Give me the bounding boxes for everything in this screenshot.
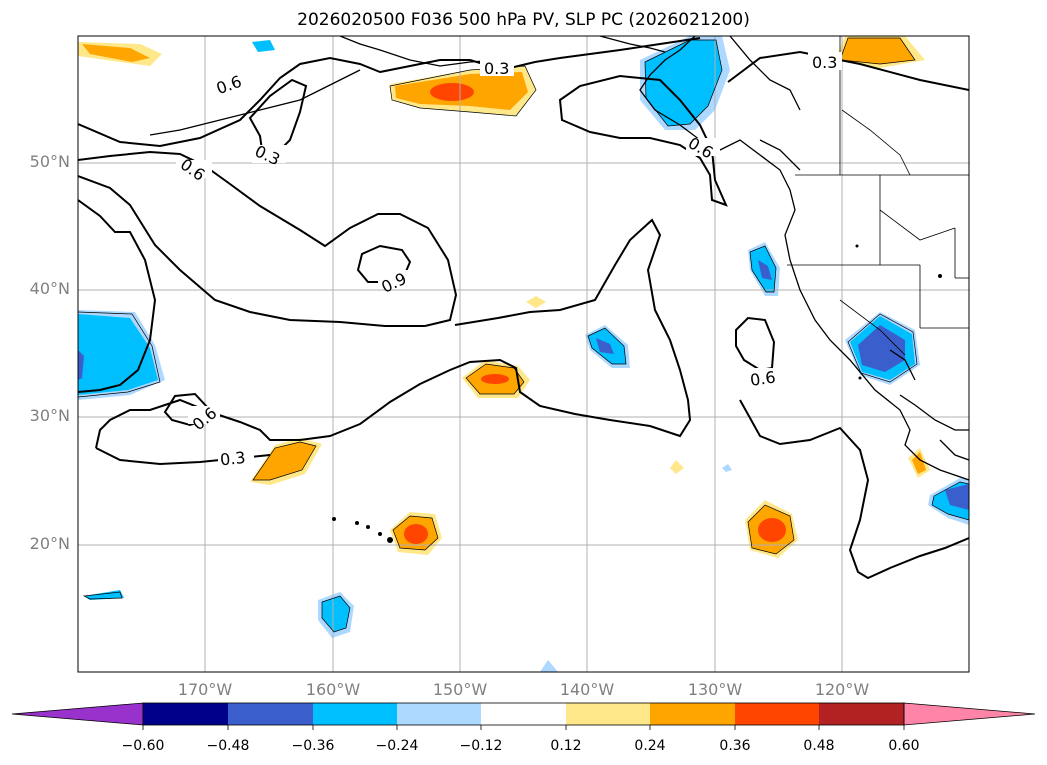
colorbar-tick-label: −0.60 — [121, 738, 165, 754]
colorbar-tick-label: 0.60 — [888, 738, 920, 754]
coastlines — [149, 36, 969, 481]
map-title: 2026020500 F036 500 hPa PV, SLP PC (2026… — [297, 10, 750, 30]
pv-negative-region — [252, 40, 275, 52]
pv-negative-core — [945, 484, 969, 510]
pv-positive-region — [526, 296, 546, 308]
colorbar-tick-label: −0.48 — [206, 738, 250, 754]
pv-positive-region — [912, 452, 926, 474]
lon-label-160w: 160°W — [305, 680, 361, 699]
islands — [332, 244, 942, 543]
pv-negative-region — [722, 464, 732, 472]
pv-negative-region — [78, 314, 158, 395]
lon-label-170w: 170°W — [177, 680, 233, 699]
contour-label: 0.6 — [177, 155, 209, 185]
lat-label-40n: 40°N — [29, 279, 70, 298]
colorbar-tick-label: −0.12 — [459, 738, 503, 754]
pv-negative-region — [322, 596, 350, 632]
colorbar-tick-label: −0.24 — [375, 738, 419, 754]
contour-label: 0.3 — [219, 448, 246, 470]
pv-positive-region — [253, 442, 316, 480]
land-borders — [787, 36, 969, 356]
colorbar-tick-label: 0.12 — [550, 738, 582, 754]
contour-label: 0.6 — [685, 133, 717, 162]
pv-positive-core — [481, 374, 509, 384]
pv-anomaly-fills — [78, 36, 969, 672]
pv-positive-region — [840, 38, 915, 64]
pv-negative-core — [858, 325, 905, 372]
contour-label: 0.6 — [749, 367, 777, 389]
lat-label-20n: 20°N — [29, 534, 70, 553]
lat-label-30n: 30°N — [29, 406, 70, 425]
lon-label-130w: 130°W — [687, 680, 743, 699]
pv-positive-region — [82, 44, 150, 62]
pv-positive-core — [404, 524, 428, 544]
colorbar-tick-label: 0.24 — [634, 738, 666, 754]
pv-positive-region — [670, 460, 684, 474]
pv-negative-core — [758, 260, 772, 280]
contour-label: 0.3 — [484, 59, 509, 78]
pv-positive-core — [758, 518, 786, 542]
colorbar-tick-label: 0.36 — [719, 738, 751, 754]
lon-label-120w: 120°W — [814, 680, 870, 699]
map-border — [77, 35, 970, 673]
colorbar-tick-label: 0.48 — [803, 738, 835, 754]
colorbar-tick-label: −0.36 — [291, 738, 335, 754]
pv-outlines — [78, 37, 969, 633]
slp-contours — [78, 37, 969, 580]
lat-label-50n: 50°N — [29, 152, 70, 171]
pv-positive-core — [430, 83, 474, 101]
lon-label-140w: 140°W — [559, 680, 615, 699]
pv-negative-region — [540, 660, 558, 672]
gridlines — [78, 36, 969, 672]
contour-label: 0.3 — [812, 53, 837, 72]
pv-negative-core — [78, 350, 84, 380]
pv-negative-core — [596, 338, 614, 354]
lon-label-150w: 150°W — [432, 680, 488, 699]
